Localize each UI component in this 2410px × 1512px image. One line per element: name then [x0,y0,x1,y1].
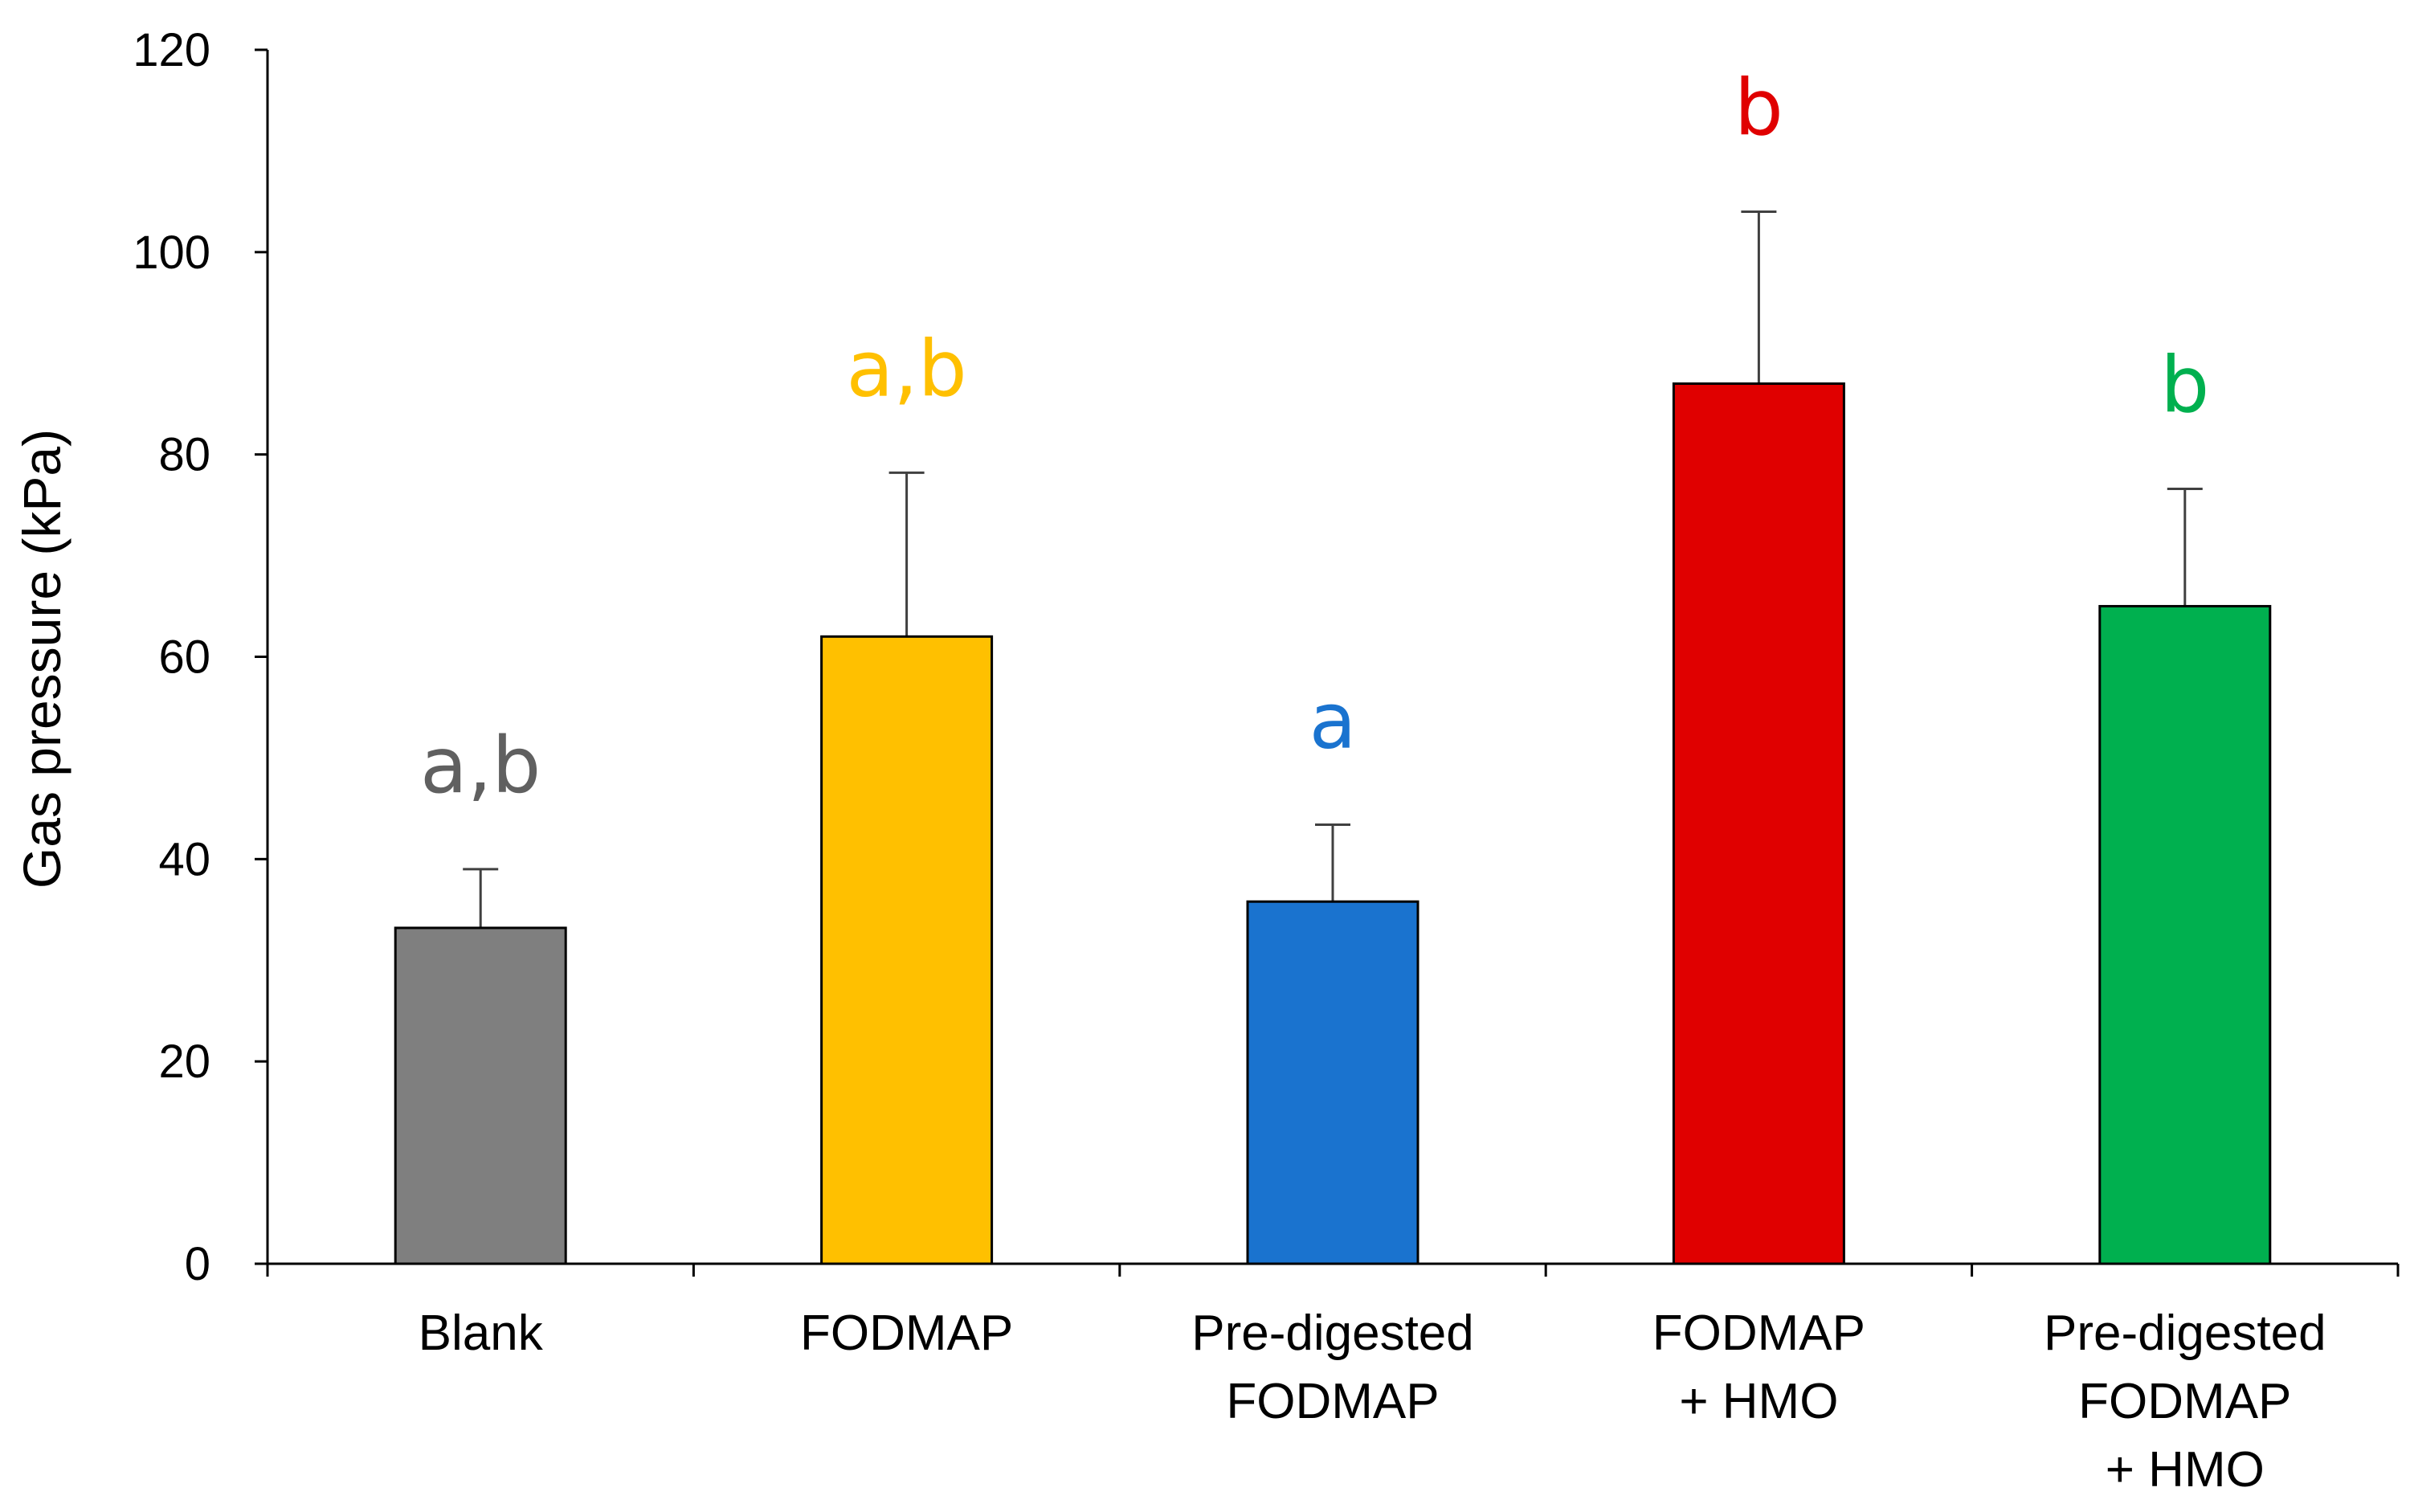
x-category-label: + HMO [2106,1442,2265,1498]
y-tick-label: 120 [133,24,210,76]
x-category-label: FODMAP [1652,1306,1865,1361]
error-bars [463,210,2203,928]
y-tick-label: 80 [158,429,210,481]
bar [394,926,567,1265]
significance-labels: a,b a,b a b b [420,63,2209,810]
x-axis-categories: Blank FODMAP Pre-digested FODMAP FODMAP + HMO… [419,1306,2326,1498]
bar [2098,605,2272,1265]
y-tick-label: 0 [185,1238,210,1290]
significance-label: a [1309,676,1357,766]
x-category-label: Pre-digested [1191,1306,1474,1361]
x-category-label: FODMAP [1226,1374,1439,1429]
significance-label: a,b [420,721,541,811]
x-category-label: + HMO [1679,1374,1838,1429]
y-tick-label: 20 [158,1036,210,1088]
x-category-label: FODMAP [2078,1374,2291,1429]
significance-label: b [1734,63,1783,153]
y-tick-label: 100 [133,227,210,279]
x-category-label: FODMAP [800,1306,1013,1361]
y-axis-label: Gas pressure (kPa) [12,429,71,889]
x-category-label: Pre-digested [2044,1306,2326,1361]
bar-series [394,382,2272,1265]
bar [820,635,994,1265]
y-axis-ticks: 0 20 40 60 80 100 120 [133,24,268,1290]
bar [1246,900,1419,1265]
y-tick-label: 60 [158,631,210,684]
bar [1672,382,1845,1265]
significance-label: a,b [846,324,966,414]
y-tick-label: 40 [158,833,210,885]
x-category-label: Blank [419,1306,544,1361]
significance-label: b [2160,340,2209,430]
